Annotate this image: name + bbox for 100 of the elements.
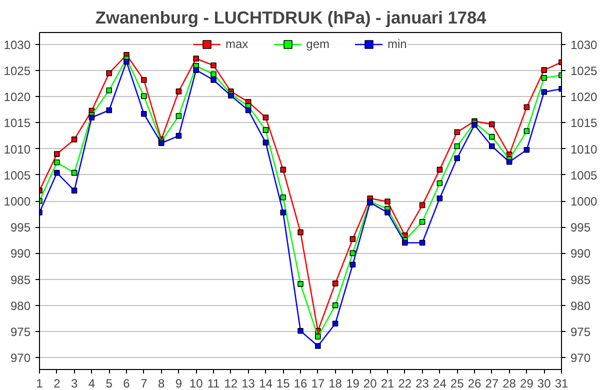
point xyxy=(54,159,60,166)
y2-tick-label: 1030 xyxy=(570,38,598,52)
x-tick-label: 18 xyxy=(328,376,342,390)
point xyxy=(541,89,547,95)
x-tick-label: 31 xyxy=(554,376,568,390)
point xyxy=(262,114,269,120)
point xyxy=(332,280,338,286)
point xyxy=(384,198,390,204)
x-tick-label: 27 xyxy=(485,376,499,390)
x-tick-label: 29 xyxy=(520,376,534,390)
y2-tick-label: 980 xyxy=(570,298,591,313)
y2-tick-label: 995 xyxy=(570,220,591,235)
x-tick-label: 19 xyxy=(346,376,360,390)
point xyxy=(262,127,269,133)
y2-tick-label: 975 xyxy=(570,324,591,339)
x-tick-label: 6 xyxy=(123,376,130,390)
y2-tick-label: 1005 xyxy=(570,168,598,182)
point xyxy=(454,143,460,150)
point xyxy=(176,132,182,139)
point xyxy=(262,140,269,146)
y-tick-label: 980 xyxy=(10,298,31,313)
legend-label: min xyxy=(388,37,408,51)
x-tick-label: 16 xyxy=(294,376,308,390)
x-tick-label: 25 xyxy=(450,376,464,390)
point xyxy=(298,328,304,334)
point xyxy=(454,129,460,136)
point xyxy=(210,71,216,78)
x-tick-label: 12 xyxy=(224,376,238,390)
x-tick-label: 24 xyxy=(433,376,447,390)
y-tick-label: 1025 xyxy=(4,64,31,78)
point xyxy=(384,210,390,216)
y-tick-label: 990 xyxy=(10,246,31,261)
x-tick-label: 26 xyxy=(468,376,482,390)
point xyxy=(245,107,252,114)
x-tick-label: 20 xyxy=(363,376,378,390)
point xyxy=(332,302,338,308)
point xyxy=(176,88,182,94)
point xyxy=(436,195,443,202)
point xyxy=(210,77,216,83)
point xyxy=(419,240,426,246)
x-tick-label: 7 xyxy=(140,376,148,390)
y2-tick-label: 1020 xyxy=(570,90,598,104)
point xyxy=(350,236,356,242)
point xyxy=(280,166,286,173)
point xyxy=(524,104,530,110)
point xyxy=(315,343,321,349)
point xyxy=(193,67,199,73)
x-tick-label: 17 xyxy=(311,376,325,390)
x-tick-label: 23 xyxy=(416,376,430,390)
point xyxy=(506,158,512,165)
x-tick-label: 1 xyxy=(36,376,44,390)
y-tick-label: 1005 xyxy=(4,168,31,182)
y-tick-label: 1015 xyxy=(4,116,31,130)
point xyxy=(315,334,321,340)
y2-tick-label: 1000 xyxy=(570,194,598,208)
point xyxy=(332,320,338,326)
x-tick-label: 8 xyxy=(158,376,165,390)
point xyxy=(71,188,78,194)
y-tick-label: 985 xyxy=(10,272,31,287)
y2-tick-label: 1025 xyxy=(570,64,598,78)
point xyxy=(54,170,60,176)
y-tick-label: 1010 xyxy=(4,142,31,156)
x-tick-label: 10 xyxy=(189,376,204,390)
point xyxy=(106,70,112,76)
point xyxy=(436,166,443,173)
point xyxy=(524,128,530,134)
point xyxy=(454,155,460,162)
legend-label: gem xyxy=(306,37,330,51)
x-tick-label: 15 xyxy=(276,376,290,390)
y2-tick-label: 1015 xyxy=(570,116,598,130)
y2-tick-label: 970 xyxy=(570,351,591,365)
point xyxy=(489,143,495,150)
point xyxy=(88,114,95,120)
point xyxy=(419,202,426,208)
x-tick-label: 5 xyxy=(106,376,113,390)
point xyxy=(419,218,426,225)
x-tick-label: 3 xyxy=(70,376,78,390)
x-tick-label: 11 xyxy=(207,376,220,390)
y-tick-label: 1030 xyxy=(4,38,31,52)
point xyxy=(280,210,286,216)
x-tick-label: 4 xyxy=(88,376,96,390)
y-tick-label: 970 xyxy=(10,351,31,365)
x-tick-label: 22 xyxy=(398,376,412,390)
x-tick-label: 13 xyxy=(242,376,256,390)
point xyxy=(193,56,199,62)
point xyxy=(489,121,495,128)
x-tick-label: 14 xyxy=(259,376,273,390)
x-tick-label: 9 xyxy=(175,376,182,390)
point xyxy=(71,170,78,176)
x-tick-label: 30 xyxy=(537,376,552,390)
x-tick-label: 21 xyxy=(380,376,394,390)
point xyxy=(106,107,112,114)
y2-tick-label: 985 xyxy=(570,272,591,287)
point xyxy=(54,151,60,157)
point xyxy=(524,146,530,153)
x-tick-label: 2 xyxy=(54,376,61,390)
point xyxy=(210,62,216,68)
y-tick-label: 1000 xyxy=(4,194,31,208)
point xyxy=(402,240,408,246)
point xyxy=(71,136,78,142)
